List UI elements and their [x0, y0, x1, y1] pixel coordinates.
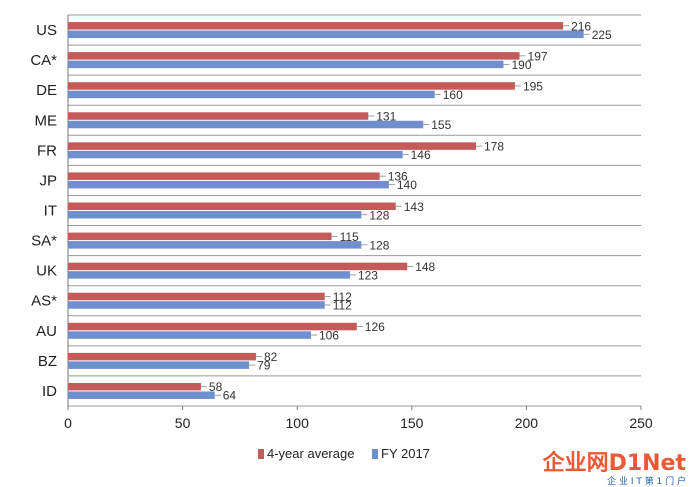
bar: [68, 202, 396, 210]
data-label: 82: [264, 350, 278, 364]
category-label: ME: [35, 112, 58, 129]
category-label: US: [36, 22, 57, 39]
bar: [68, 112, 369, 120]
category-label: CA*: [30, 52, 57, 69]
data-label: 155: [431, 118, 451, 132]
bar: [68, 391, 215, 399]
data-label: 148: [415, 260, 435, 274]
bar: [68, 232, 332, 241]
bar: [68, 352, 256, 361]
data-label: 225: [592, 28, 612, 42]
bar: [68, 82, 515, 90]
x-tick-label: 250: [629, 415, 653, 431]
data-label: 128: [369, 238, 389, 252]
category-label: JP: [39, 172, 57, 189]
watermark-tagline: 企 业 I T 第 1 门 户: [607, 475, 686, 487]
legend-swatch: [258, 449, 264, 459]
data-label: 195: [523, 79, 543, 93]
bar: [68, 301, 325, 309]
data-label: 216: [571, 19, 591, 33]
category-label: SA*: [31, 233, 57, 250]
data-label: 112: [333, 298, 352, 312]
data-label: 123: [358, 268, 378, 282]
category-label: IT: [44, 203, 57, 220]
category-label: BZ: [38, 353, 57, 370]
bar: [68, 120, 424, 129]
bar: [68, 292, 325, 301]
data-label: 143: [404, 200, 424, 214]
bar: [68, 382, 201, 391]
bar: [68, 142, 476, 150]
data-label: 160: [443, 88, 463, 102]
data-label: 64: [223, 389, 237, 403]
x-tick-label: 200: [515, 415, 539, 431]
category-label: ID: [42, 383, 57, 400]
bar: [68, 52, 520, 60]
legend-label: FY 2017: [381, 446, 430, 461]
data-label: 112: [333, 290, 352, 304]
data-label: 106: [319, 329, 339, 343]
bar: [68, 60, 504, 69]
data-label: 136: [388, 170, 408, 184]
category-label: AS*: [31, 293, 57, 310]
data-label: 79: [257, 359, 271, 373]
category-label: FR: [37, 142, 57, 159]
bar: [68, 322, 357, 331]
bar: [68, 30, 584, 39]
data-label: 131: [376, 110, 396, 124]
bar: [68, 271, 350, 279]
watermark-logo: 企业网D1Net: [542, 450, 687, 476]
bar: [68, 22, 564, 30]
category-label: AU: [36, 323, 57, 340]
category-label: UK: [36, 263, 57, 280]
data-label: 178: [484, 140, 504, 154]
data-label: 58: [209, 380, 223, 394]
data-label: 128: [369, 208, 389, 222]
x-tick-label: 50: [175, 415, 191, 431]
bar: [68, 211, 362, 219]
x-tick-label: 100: [286, 415, 310, 431]
data-label: 115: [340, 230, 359, 244]
legend-label: 4-year average: [267, 446, 354, 461]
bar: [68, 172, 380, 180]
bar: [68, 361, 250, 369]
data-label: 190: [511, 58, 531, 72]
data-label: 126: [365, 320, 385, 334]
bar: [68, 262, 408, 271]
x-tick-label: 150: [400, 415, 424, 431]
bar: [68, 331, 311, 339]
bar: [68, 180, 389, 189]
category-label: DE: [36, 82, 57, 99]
data-label: 197: [528, 49, 548, 63]
data-label: 140: [397, 178, 417, 192]
data-label: 146: [411, 148, 431, 162]
bar: [68, 150, 403, 159]
x-tick-label: 0: [64, 415, 72, 431]
legend-swatch: [372, 449, 378, 459]
bar: [68, 241, 362, 249]
bar: [68, 90, 435, 99]
